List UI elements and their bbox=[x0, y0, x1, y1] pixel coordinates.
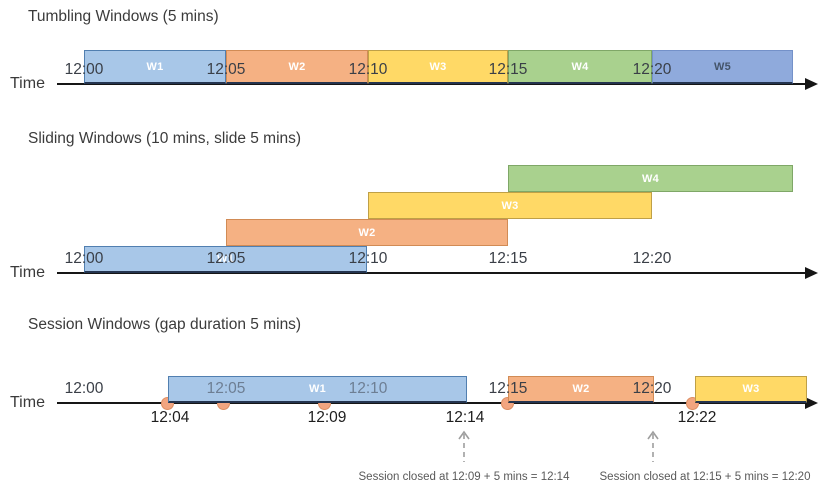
sliding-tick-12-20: 12:20 bbox=[632, 250, 672, 267]
session-tick-12-10: 12:10 bbox=[348, 380, 388, 397]
sliding-window-w3: W3 bbox=[368, 192, 652, 219]
tumbling-window-w2: W2 bbox=[226, 50, 368, 84]
tumbling-time-axis bbox=[57, 83, 807, 85]
sliding-window-w4: W4 bbox=[508, 165, 793, 192]
sliding-time-axis-label: Time bbox=[10, 264, 45, 281]
session-window-w3: W3 bbox=[695, 376, 807, 403]
session-time-axis-label: Time bbox=[10, 394, 45, 411]
session-tick-12-20: 12:20 bbox=[632, 380, 672, 397]
tumbling-window-w4: W4 bbox=[508, 50, 652, 84]
session-event-time-label-12-04: 12:04 bbox=[150, 409, 190, 426]
tumbling-title: Tumbling Windows (5 mins) bbox=[28, 8, 219, 25]
tumbling-axis-arrowhead-icon bbox=[805, 78, 818, 90]
sliding-window-w2: W2 bbox=[226, 219, 508, 246]
session-tick-12-05: 12:05 bbox=[206, 380, 246, 397]
session-window-w1: W1 bbox=[168, 376, 467, 403]
session-event-time-label-12-14: 12:14 bbox=[445, 409, 485, 426]
session-session-closed-annotation-2: Session closed at 12:15 + 5 mins = 12:20 bbox=[599, 471, 811, 483]
sliding-tick-12-00: 12:00 bbox=[64, 250, 104, 267]
session-title: Session Windows (gap duration 5 mins) bbox=[28, 316, 302, 333]
sliding-axis-arrowhead-icon bbox=[805, 267, 818, 279]
sliding-tick-12-10: 12:10 bbox=[348, 250, 388, 267]
session-window-w2: W2 bbox=[508, 376, 654, 403]
sliding-time-axis bbox=[57, 272, 807, 274]
session-tick-12-15: 12:15 bbox=[488, 380, 528, 397]
session-time-axis bbox=[57, 402, 807, 404]
tumbling-tick-12-00: 12:00 bbox=[64, 61, 104, 78]
sliding-tick-12-15: 12:15 bbox=[488, 250, 528, 267]
sliding-tick-12-05: 12:05 bbox=[206, 250, 246, 267]
tumbling-tick-12-20: 12:20 bbox=[632, 61, 672, 78]
tumbling-window-w3: W3 bbox=[368, 50, 508, 84]
session-tick-12-00: 12:00 bbox=[64, 380, 104, 397]
tumbling-tick-12-15: 12:15 bbox=[488, 61, 528, 78]
tumbling-tick-12-05: 12:05 bbox=[206, 61, 246, 78]
tumbling-tick-12-10: 12:10 bbox=[348, 61, 388, 78]
session-session-closed-annotation-1: Session closed at 12:09 + 5 mins = 12:14 bbox=[358, 471, 570, 483]
tumbling-window-w1: W1 bbox=[84, 50, 226, 84]
tumbling-time-axis-label: Time bbox=[10, 75, 45, 92]
session-event-time-label-12-09: 12:09 bbox=[307, 409, 347, 426]
tumbling-window-w5: W5 bbox=[652, 50, 793, 84]
session-event-time-label-12-22: 12:22 bbox=[677, 409, 717, 426]
session-dashed-up-arrow-icon-1 bbox=[456, 430, 472, 464]
sliding-window-w1: W1 bbox=[84, 246, 367, 273]
session-axis-arrowhead-icon bbox=[805, 397, 818, 409]
session-dashed-up-arrow-icon-2 bbox=[645, 430, 661, 464]
sliding-title: Sliding Windows (10 mins, slide 5 mins) bbox=[28, 130, 302, 147]
